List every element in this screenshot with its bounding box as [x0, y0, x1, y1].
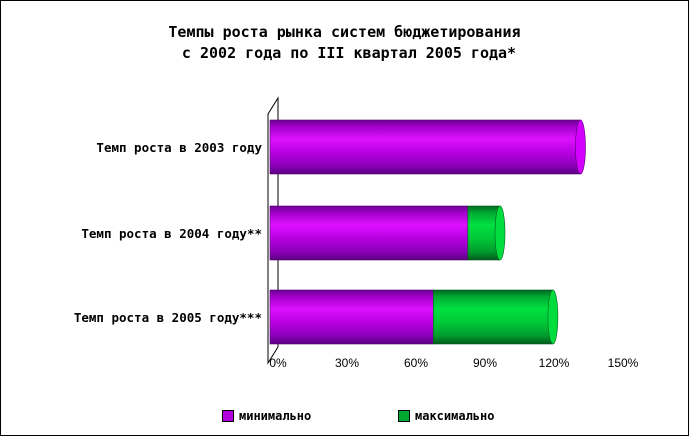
x-tick-label: 30%	[335, 356, 359, 370]
chart-title-line2: с 2002 года по III квартал 2005 года*	[172, 44, 517, 62]
legend-swatch-min	[222, 410, 234, 422]
x-tick-label: 120%	[539, 356, 570, 370]
bar-segment	[432, 289, 554, 345]
bar-end-cap	[575, 119, 586, 175]
bar-segment	[269, 205, 469, 261]
bar-end-cap	[494, 205, 506, 261]
category-label: Темп роста в 2003 году	[96, 140, 262, 155]
bars-layer	[269, 119, 586, 345]
bar-segment	[269, 289, 434, 345]
bar-segment	[269, 119, 581, 175]
bar-end-cap	[547, 289, 559, 345]
category-label: Темп роста в 2005 году***	[74, 310, 262, 325]
legend-item-max: максимально	[398, 409, 494, 423]
x-tick-label: 90%	[473, 356, 497, 370]
x-tick-label: 60%	[404, 356, 428, 370]
legend-label-max: максимально	[415, 409, 495, 423]
bar-segment	[467, 205, 501, 261]
labels-layer: 0% 30% 60% 90% 120% 150% Темп роста в 2003 год…	[74, 140, 639, 370]
chart-title-line1: Темпы роста рынка систем бюджетирования	[168, 23, 521, 41]
legend: минимально максимально	[0, 409, 689, 427]
chart-plot: 0% 30% 60% 90% 120% 150% Темп роста в 2003 год…	[74, 96, 639, 370]
chart-title: Темпы роста рынка систем бюджетирования …	[0, 22, 689, 64]
legend-item-min: минимально	[222, 409, 311, 423]
legend-swatch-max	[398, 410, 410, 422]
x-tick-label: 150%	[608, 356, 639, 370]
legend-label-min: минимально	[239, 409, 312, 423]
category-label: Темп роста в 2004 году**	[81, 226, 262, 241]
x-tick-label: 0%	[269, 356, 287, 370]
